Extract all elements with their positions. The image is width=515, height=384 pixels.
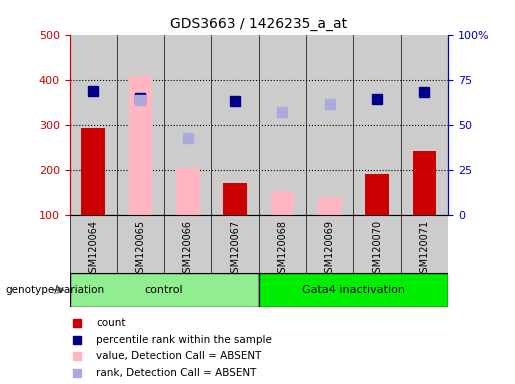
Bar xyxy=(365,174,389,215)
Text: count: count xyxy=(96,318,126,328)
Text: GSM120067: GSM120067 xyxy=(230,220,240,279)
Bar xyxy=(212,215,259,273)
Bar xyxy=(81,128,105,215)
Bar xyxy=(224,182,247,215)
Text: GSM120066: GSM120066 xyxy=(183,220,193,279)
Bar xyxy=(413,151,436,215)
Bar xyxy=(70,215,117,273)
Bar xyxy=(401,35,448,215)
Bar xyxy=(306,215,353,273)
Text: percentile rank within the sample: percentile rank within the sample xyxy=(96,335,272,345)
Bar xyxy=(259,35,306,215)
Text: GSM120071: GSM120071 xyxy=(419,220,430,279)
Title: GDS3663 / 1426235_a_at: GDS3663 / 1426235_a_at xyxy=(170,17,347,31)
Bar xyxy=(259,215,306,273)
Bar xyxy=(401,215,448,273)
Text: GSM120068: GSM120068 xyxy=(278,220,287,279)
Text: GSM120069: GSM120069 xyxy=(325,220,335,279)
Bar xyxy=(117,35,164,215)
Bar xyxy=(164,35,212,215)
Bar xyxy=(318,197,341,215)
Bar xyxy=(117,215,164,273)
FancyBboxPatch shape xyxy=(70,273,259,307)
Text: genotype/variation: genotype/variation xyxy=(5,285,104,295)
Text: rank, Detection Call = ABSENT: rank, Detection Call = ABSENT xyxy=(96,368,256,378)
Bar xyxy=(129,76,152,215)
Text: GSM120065: GSM120065 xyxy=(135,220,146,279)
Text: GSM120064: GSM120064 xyxy=(88,220,98,279)
Bar xyxy=(164,215,212,273)
Text: GSM120070: GSM120070 xyxy=(372,220,382,279)
Text: Gata4 inactivation: Gata4 inactivation xyxy=(302,285,405,295)
Bar xyxy=(212,35,259,215)
Bar xyxy=(176,168,200,215)
Text: control: control xyxy=(145,285,183,295)
Bar xyxy=(306,35,353,215)
Bar xyxy=(353,215,401,273)
FancyBboxPatch shape xyxy=(259,273,448,307)
Bar xyxy=(70,35,117,215)
Bar xyxy=(353,35,401,215)
Bar xyxy=(270,191,294,215)
Text: value, Detection Call = ABSENT: value, Detection Call = ABSENT xyxy=(96,351,262,361)
